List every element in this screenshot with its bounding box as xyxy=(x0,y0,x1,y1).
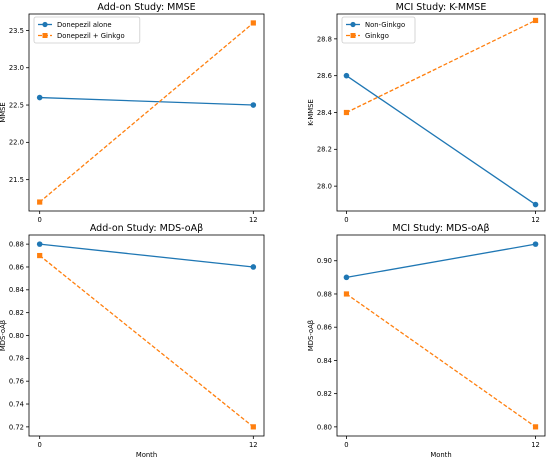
x-tick-label: 0 xyxy=(344,216,348,224)
data-point xyxy=(532,201,539,208)
y-tick-label: 0.74 xyxy=(9,400,24,408)
y-tick-label: 0.86 xyxy=(9,263,24,271)
chart-title: MCI Study: MDS-oAβ xyxy=(392,223,489,234)
chart-panel-4: MCI Study: MDS-oAβ 0.80 0.82 0.84 0.86 0.88 0.… xyxy=(307,223,546,458)
series-line-2 xyxy=(346,293,536,428)
y-tick-label: 0.78 xyxy=(9,355,24,363)
data-point xyxy=(36,241,43,247)
plot-frame xyxy=(336,13,546,212)
data-point xyxy=(250,20,256,26)
series-line-1 xyxy=(346,75,536,206)
series-line-1 xyxy=(39,243,254,268)
x-axis-label: Month xyxy=(136,451,157,458)
x-tick-label: 0 xyxy=(38,441,42,449)
chart-panel-3: Add-on Study: MDS-oAβ 0.72 0.74 0.76 0.78 0.8… xyxy=(0,223,265,458)
data-point xyxy=(36,94,43,101)
plot-frame xyxy=(336,234,546,437)
y-axis-label: MDS-oAβ xyxy=(0,320,7,351)
data-point xyxy=(250,424,256,430)
series-line-2 xyxy=(346,19,536,114)
legend-marker xyxy=(42,33,48,38)
y-tick-label: 0.80 xyxy=(9,332,24,340)
y-axis-label: K-MMSE xyxy=(307,99,315,126)
x-tick-label: 12 xyxy=(531,441,540,449)
x-tick-label: 12 xyxy=(531,216,540,224)
legend: Donepezil alone Donepezil + Ginkgo xyxy=(33,16,141,44)
x-tick-label: 12 xyxy=(249,441,258,449)
legend-box xyxy=(33,16,141,44)
legend-label: Donepezil alone xyxy=(57,21,112,29)
data-point xyxy=(532,241,539,247)
y-tick-label: 28.0 xyxy=(317,183,332,191)
data-point xyxy=(343,291,350,297)
y-tick-label: 0.76 xyxy=(9,378,24,386)
legend-marker xyxy=(350,21,356,28)
y-tick-label: 28.6 xyxy=(317,72,332,80)
y-tick-label: 0.90 xyxy=(317,257,332,265)
data-point xyxy=(343,274,350,281)
series-line-2 xyxy=(39,22,254,203)
y-axis-label: MDS-oAβ xyxy=(307,320,315,351)
data-point xyxy=(532,424,539,430)
series-line-1 xyxy=(346,243,536,278)
y-tick-label: 23.0 xyxy=(9,64,24,72)
series-line-1 xyxy=(39,96,254,106)
y-tick-label: 21.5 xyxy=(9,176,24,184)
chart-title: MCI Study: K-MMSE xyxy=(396,2,487,13)
plot-frame xyxy=(28,13,265,212)
legend: Non-Ginkgo Ginkgo xyxy=(341,16,416,44)
y-tick-label: 0.84 xyxy=(317,357,332,365)
y-tick-label: 0.84 xyxy=(9,286,24,294)
y-tick-label: 0.88 xyxy=(9,241,24,249)
y-tick-label: 28.8 xyxy=(317,35,332,43)
y-tick-label: 23.5 xyxy=(9,27,24,35)
y-tick-label: 28.2 xyxy=(317,146,332,154)
data-point xyxy=(250,264,257,270)
legend-box xyxy=(341,16,416,44)
legend-label: Ginkgo xyxy=(365,32,389,40)
y-tick-label: 0.86 xyxy=(317,324,332,332)
x-tick-label: 12 xyxy=(249,216,258,224)
y-tick-label: 0.88 xyxy=(317,290,332,298)
data-point xyxy=(532,17,539,24)
data-point xyxy=(343,109,350,116)
chart-panel-2: MCI Study: K-MMSE 28.0 28.2 28.4 28.6 28.8 0 12… xyxy=(307,2,546,224)
y-tick-label: 0.80 xyxy=(317,423,332,431)
data-point xyxy=(37,199,43,205)
y-tick-label: 0.82 xyxy=(317,390,332,398)
y-axis-label: MMSE xyxy=(0,102,7,122)
y-tick-label: 28.4 xyxy=(317,109,332,117)
legend-marker xyxy=(350,33,356,38)
data-point xyxy=(37,252,43,259)
x-tick-label: 0 xyxy=(38,216,42,224)
chart-title: Add-on Study: MMSE xyxy=(97,2,195,13)
chart-panel-1: Add-on Study: MMSE 21.5 22.0 22.5 23.0 23.5 0 1… xyxy=(0,2,265,224)
y-tick-label: 22.0 xyxy=(9,139,24,147)
data-point xyxy=(343,72,350,79)
plot-frame xyxy=(28,234,265,437)
y-tick-label: 0.82 xyxy=(9,309,24,317)
x-tick-label: 0 xyxy=(344,441,348,449)
legend-label: Donepezil + Ginkgo xyxy=(57,32,125,40)
data-point xyxy=(250,102,257,108)
y-tick-label: 22.5 xyxy=(9,101,24,109)
y-tick-label: 0.72 xyxy=(9,423,24,431)
chart-title: Add-on Study: MDS-oAβ xyxy=(90,223,203,234)
legend-label: Non-Ginkgo xyxy=(365,21,405,29)
legend-marker xyxy=(42,21,48,28)
series-line-2 xyxy=(39,255,254,428)
x-axis-label: Month xyxy=(430,451,451,458)
